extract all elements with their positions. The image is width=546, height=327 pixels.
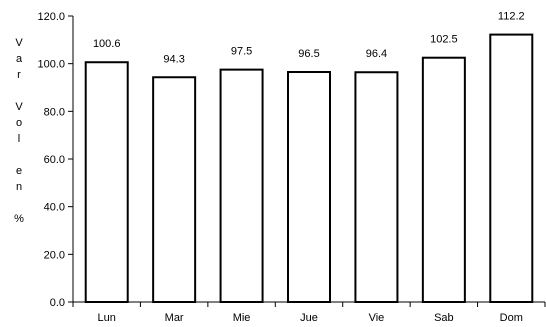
x-tick-label-sab: Sab (434, 312, 454, 324)
x-tick-label-dom: Dom (500, 312, 523, 324)
y-axis-label-char: % (14, 213, 24, 225)
x-tick-label-mar: Mar (165, 312, 184, 324)
bar-vie (354, 71, 399, 303)
bar-sab (421, 56, 466, 304)
bar-jue (287, 71, 331, 303)
x-tick-label-jue: Jue (300, 312, 318, 324)
y-axis-label-char: V (15, 37, 23, 49)
bar-mie (219, 68, 264, 303)
data-labels: 100.6 94.3 97.5 96.5 96.4 102.5 112.2 (93, 11, 525, 66)
y-tick-label: 40.0 (44, 202, 65, 214)
data-label-mie: 97.5 (231, 46, 252, 58)
y-axis-label-char: o (16, 117, 22, 129)
y-tick-label: 120.0 (37, 11, 65, 23)
data-label-dom: 112.2 (498, 11, 525, 23)
data-label-sab: 102.5 (430, 34, 458, 46)
y-axis-label-char: a (16, 53, 23, 65)
data-label-lun: 100.6 (93, 38, 121, 50)
bar-dom (489, 33, 534, 304)
y-ticks: 0.0 20.0 40.0 60.0 80.0 100.0 120.0 (37, 11, 73, 309)
y-tick-label: 80.0 (44, 106, 65, 118)
x-tick-label-vie: Vie (369, 312, 385, 324)
bar-mar (152, 76, 197, 303)
y-axis-label-char: e (16, 165, 22, 177)
bar-lun (84, 61, 129, 304)
y-tick-label: 20.0 (44, 249, 65, 261)
y-axis-label-char: l (18, 133, 20, 145)
y-tick-label: 100.0 (37, 59, 65, 71)
y-tick-label: 0.0 (50, 297, 65, 309)
y-tick-label: 60.0 (44, 154, 65, 166)
y-axis-label: Var Vol en% (14, 37, 24, 225)
data-label-mar: 94.3 (163, 53, 184, 65)
x-tick-label-mie: Mie (233, 312, 251, 324)
data-label-vie: 96.4 (366, 48, 387, 60)
data-label-jue: 96.5 (298, 48, 319, 60)
y-axis-label-char: n (16, 181, 22, 193)
bars (84, 33, 534, 304)
x-tick-label-lun: Lun (98, 312, 116, 324)
y-axis-label-char: r (17, 69, 21, 81)
y-axis-label-char: V (15, 101, 23, 113)
x-ticks: Lun Mar Mie Jue Vie Sab Dom (72, 302, 546, 324)
